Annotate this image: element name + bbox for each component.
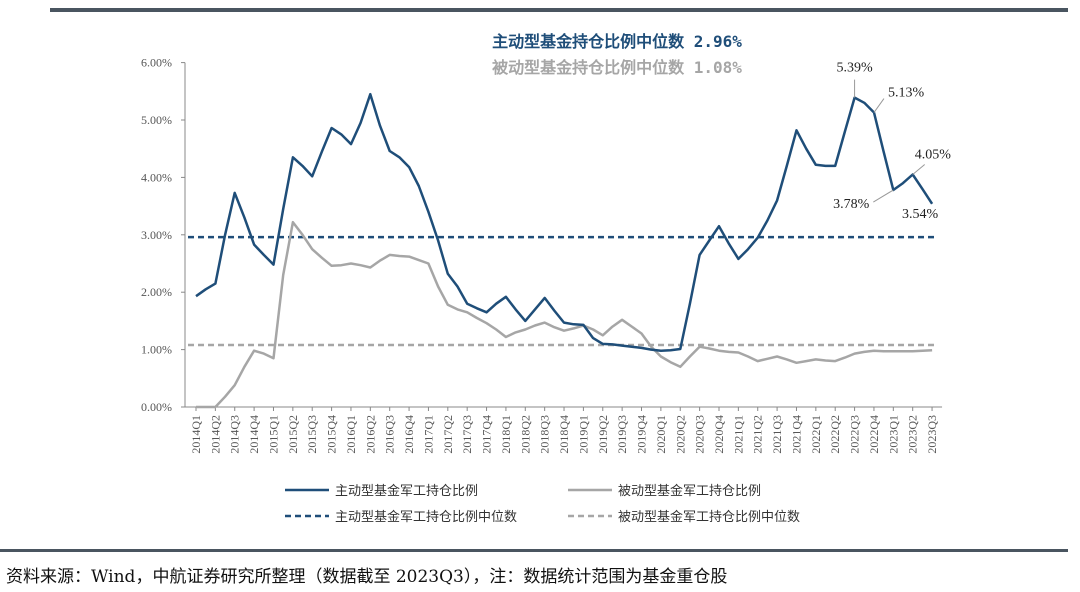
active-series-line: [196, 94, 932, 351]
x-tick-label: 2018Q4: [557, 415, 571, 454]
data-label: 5.39%: [836, 61, 873, 76]
y-tick-label: 5.00%: [141, 113, 172, 127]
x-tick-label: 2014Q2: [208, 415, 222, 454]
x-tick-label: 2022Q4: [867, 415, 881, 454]
passive-median-label: 被动型基金持仓比例中位数 1.08%: [492, 58, 742, 77]
x-tick-label: 2021Q1: [731, 415, 745, 454]
x-tick-label: 2015Q3: [305, 415, 319, 454]
x-tick-label: 2014Q1: [189, 415, 203, 454]
x-tick-label: 2017Q2: [441, 415, 455, 454]
x-tick-label: 2022Q3: [848, 415, 862, 454]
x-tick-label: 2016Q2: [363, 415, 377, 454]
x-tick-label: 2019Q3: [615, 415, 629, 454]
y-tick-label: 1.00%: [141, 343, 172, 357]
x-tick-label: 2018Q3: [538, 415, 552, 454]
data-label-leader: [874, 99, 884, 113]
x-tick-label: 2019Q2: [596, 415, 610, 454]
x-tick-label: 2019Q4: [635, 415, 649, 454]
x-tick-label: 2015Q2: [286, 415, 300, 454]
x-tick-label: 2017Q3: [460, 415, 474, 454]
x-tick-label: 2017Q4: [480, 415, 494, 454]
x-tick-label: 2021Q4: [789, 415, 803, 454]
data-label: 3.54%: [902, 207, 939, 222]
x-tick-label: 2016Q1: [344, 415, 358, 454]
x-tick-label: 2018Q2: [518, 415, 532, 454]
x-tick-label: 2017Q1: [421, 415, 435, 454]
x-tick-label: 2020Q3: [693, 415, 707, 454]
x-tick-label: 2023Q1: [886, 415, 900, 454]
y-tick-label: 2.00%: [141, 285, 172, 299]
x-tick-label: 2014Q4: [247, 415, 261, 454]
x-tick-label: 2016Q4: [402, 415, 416, 454]
data-labels: 5.39% 5.13% 4.05% 3.78% 3.54%: [833, 61, 951, 222]
active-median-label: 主动型基金持仓比例中位数 2.96%: [492, 32, 742, 51]
bottom-rule: [0, 549, 1068, 552]
data-label: 3.78%: [833, 197, 870, 212]
legend-label: 主动型基金军工持仓比例中位数: [335, 509, 517, 525]
x-tick-label: 2022Q1: [809, 415, 823, 454]
data-label: 5.13%: [888, 86, 925, 101]
legend-label: 主动型基金军工持仓比例: [335, 483, 478, 499]
y-tick-label: 3.00%: [141, 228, 172, 242]
y-tick-label: 6.00%: [141, 56, 172, 70]
x-tick-label: 2020Q1: [654, 415, 668, 454]
y-tick-label: 4.00%: [141, 170, 172, 184]
passive-series-line: [196, 222, 932, 407]
x-tick-label: 2021Q3: [770, 415, 784, 454]
x-tick-label: 2023Q2: [906, 415, 920, 454]
line-chart: 0.00% 1.00% 2.00% 3.00% 4.00% 5.00% 6.00% 2014…: [0, 0, 1080, 545]
x-tick-label: 2015Q1: [266, 415, 280, 454]
y-tick-label: 0.00%: [141, 400, 172, 414]
series-lines: [196, 94, 932, 407]
legend-label: 被动型基金军工持仓比例: [618, 483, 761, 499]
legend-label: 被动型基金军工持仓比例中位数: [618, 509, 800, 525]
source-note: 资料来源：Wind，中航证券研究所整理（数据截至 2023Q3），注：数据统计范…: [6, 562, 727, 587]
x-tick-label: 2016Q3: [383, 415, 397, 454]
x-tick-label: 2020Q2: [673, 415, 687, 454]
x-axis: 2014Q1 2014Q2 2014Q3 2014Q4 2015Q1 2015Q2 2015…: [185, 407, 942, 454]
x-tick-label: 2020Q4: [712, 415, 726, 454]
data-label-leader: [873, 190, 893, 202]
x-tick-label: 2022Q2: [828, 415, 842, 454]
median-labels: 主动型基金持仓比例中位数 2.96% 被动型基金持仓比例中位数 1.08%: [492, 32, 742, 77]
x-tick-label: 2021Q2: [751, 415, 765, 454]
x-tick-label: 2018Q1: [499, 415, 513, 454]
x-tick-label: 2014Q3: [228, 415, 242, 454]
x-tick-label: 2015Q4: [325, 415, 339, 454]
y-axis: 0.00% 1.00% 2.00% 3.00% 4.00% 5.00% 6.00%: [141, 56, 185, 414]
x-tick-label: 2019Q1: [576, 415, 590, 454]
data-label: 4.05%: [915, 148, 952, 163]
data-label-leader: [913, 165, 925, 175]
x-tick-label: 2023Q3: [925, 415, 939, 454]
